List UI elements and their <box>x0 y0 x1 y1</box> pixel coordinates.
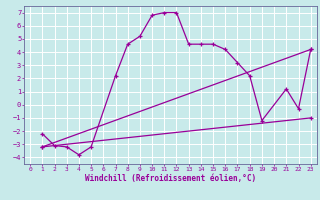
X-axis label: Windchill (Refroidissement éolien,°C): Windchill (Refroidissement éolien,°C) <box>85 174 256 183</box>
